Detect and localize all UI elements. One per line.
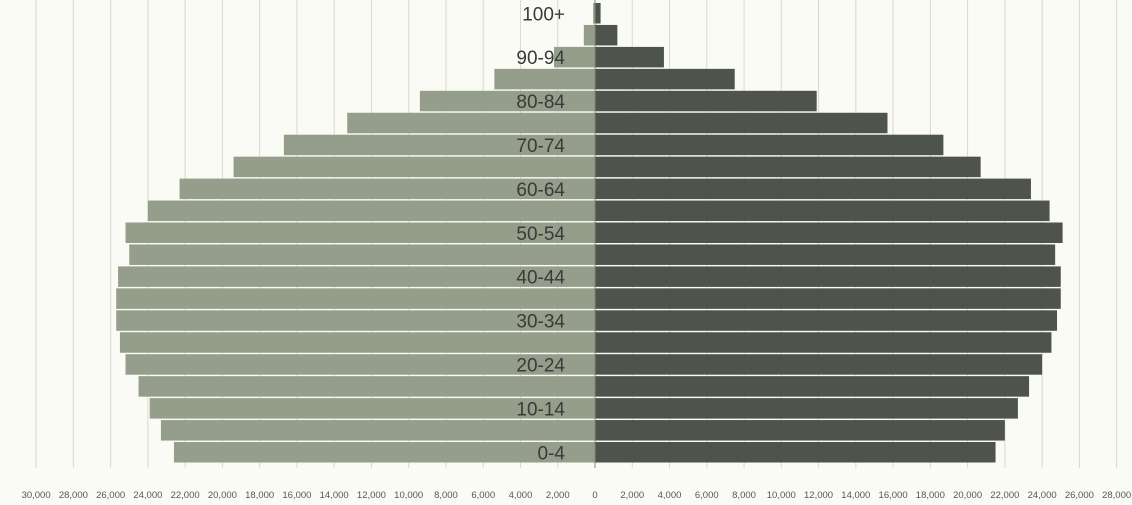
tick-left-6000: 6,000: [471, 490, 495, 501]
tick-left-2000: 2,000: [546, 490, 570, 501]
bar-left-70-74: [283, 134, 595, 156]
bar-right-10-14: [595, 398, 1018, 419]
tick-right-22000: 22,000: [990, 490, 1019, 501]
bars: [116, 0, 1063, 468]
bar-right-80-84: [595, 90, 817, 112]
tick-right-4000: 4,000: [658, 490, 682, 501]
bar-left-20-24: [125, 354, 596, 375]
age-label-100+: 100+: [522, 4, 565, 25]
bar-right-85-89: [595, 68, 735, 90]
tick-left-10000: 10,000: [394, 490, 423, 501]
bar-left-100+: [593, 3, 595, 24]
bar-left-15-19: [138, 376, 595, 397]
age-label-90-94: 90-94: [516, 48, 565, 69]
tick-left-28000: 28,000: [59, 490, 88, 501]
tick-right-26000: 26,000: [1065, 490, 1094, 501]
tick-right-28000: 28,000: [1102, 490, 1131, 501]
bar-right-65-69: [595, 156, 981, 178]
bar-right-30-34: [595, 310, 1058, 331]
bar-left-0-4: [173, 442, 595, 463]
bar-left-30-34: [116, 310, 596, 331]
tick-left-22000: 22,000: [171, 490, 200, 501]
bar-left-85-89: [494, 68, 595, 90]
bar-left-75-79: [347, 112, 595, 134]
age-label-20-24: 20-24: [516, 355, 565, 376]
bar-right-25-29: [595, 332, 1052, 353]
bar-right-95-99: [595, 24, 618, 46]
bar-left-55-59: [147, 200, 595, 222]
age-label-80-84: 80-84: [516, 92, 565, 113]
bar-left-10-14: [149, 398, 596, 419]
bar-right-5-9: [595, 420, 1005, 441]
tick-left-8000: 8,000: [434, 490, 458, 501]
tick-left-12000: 12,000: [357, 490, 386, 501]
bar-right-0-4: [595, 442, 996, 463]
age-label-40-44: 40-44: [516, 268, 565, 289]
tick-left-4000: 4,000: [509, 490, 533, 501]
tick-left-30000: 30,000: [22, 490, 51, 501]
tick-right-12000: 12,000: [804, 490, 833, 501]
tick-right-24000: 24,000: [1028, 490, 1057, 501]
bar-right-90-94: [595, 46, 664, 68]
age-label-50-54: 50-54: [516, 224, 565, 245]
bar-right-45-49: [595, 244, 1056, 265]
bar-right-55-59: [595, 200, 1050, 222]
bar-right-60-64: [595, 178, 1031, 200]
age-label-30-34: 30-34: [516, 312, 565, 333]
tick-left-18000: 18,000: [245, 490, 274, 501]
bar-left-80-84: [419, 90, 595, 112]
tick-right-2000: 2,000: [620, 490, 644, 501]
age-label-10-14: 10-14: [516, 399, 565, 420]
bar-left-50-54: [125, 222, 596, 243]
bar-left-60-64: [179, 178, 595, 200]
age-label-70-74: 70-74: [516, 136, 565, 157]
bar-left-90-94: [554, 46, 595, 68]
bar-right-50-54: [595, 222, 1063, 243]
bar-left-40-44: [118, 266, 596, 287]
tick-left-14000: 14,000: [320, 490, 349, 501]
bar-right-35-39: [595, 288, 1061, 309]
age-label-0-4: 0-4: [538, 443, 566, 464]
bar-right-20-24: [595, 354, 1043, 375]
tick-right-18000: 18,000: [916, 490, 945, 501]
x-axis-tick-labels: 30,000 28,000 26,000 24,000 22,000 20,000 18,0…: [22, 490, 1132, 501]
tick-right-0: 0: [592, 490, 597, 501]
bar-left-45-49: [129, 244, 595, 265]
tick-right-6000: 6,000: [695, 490, 719, 501]
bar-right-70-74: [595, 134, 944, 156]
bar-left-5-9: [160, 420, 595, 441]
tick-left-24000: 24,000: [133, 490, 162, 501]
bar-left-95-99: [583, 24, 595, 46]
bar-right-15-19: [595, 376, 1030, 397]
tick-left-20000: 20,000: [208, 490, 237, 501]
tick-right-8000: 8,000: [732, 490, 756, 501]
tick-right-16000: 16,000: [879, 490, 908, 501]
tick-right-10000: 10,000: [767, 490, 796, 501]
bar-left-35-39: [116, 288, 596, 309]
bar-right-100+: [595, 3, 601, 24]
bar-right-75-79: [595, 112, 888, 134]
tick-right-20000: 20,000: [953, 490, 982, 501]
age-label-60-64: 60-64: [516, 180, 565, 201]
bar-left-65-69: [233, 156, 595, 178]
bar-right-40-44: [595, 266, 1061, 287]
tick-left-16000: 16,000: [282, 490, 311, 501]
tick-right-14000: 14,000: [841, 490, 870, 501]
tick-left-26000: 26,000: [96, 490, 125, 501]
age-labels: 0-4 10-14 20-24 30-34 40-44 50-54 60-64 70-74 80…: [516, 4, 565, 464]
bar-left-25-29: [119, 332, 595, 353]
